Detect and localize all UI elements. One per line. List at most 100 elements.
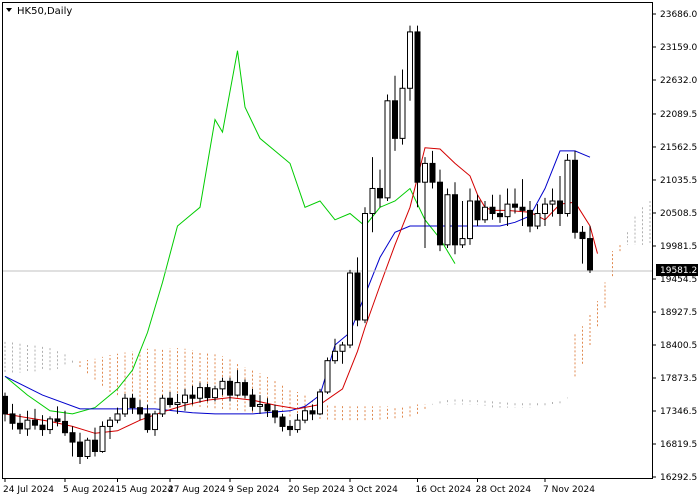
candle-body-bull bbox=[317, 391, 323, 415]
candle bbox=[534, 204, 541, 230]
candle-body-bull bbox=[467, 200, 473, 240]
candle-body-bull bbox=[407, 31, 413, 89]
candle bbox=[579, 226, 586, 264]
candle-body-bull bbox=[234, 382, 241, 396]
candle-body-bull bbox=[444, 194, 451, 246]
candle-body-bear bbox=[414, 31, 421, 183]
candle bbox=[452, 182, 458, 255]
candle-body-bear bbox=[17, 422, 23, 430]
candle bbox=[17, 413, 23, 434]
candle-body-bear bbox=[572, 159, 578, 233]
candle bbox=[399, 69, 406, 145]
candle-body-bear bbox=[497, 213, 503, 218]
candle bbox=[129, 393, 136, 414]
candle-body-bull bbox=[152, 413, 158, 431]
candle-body-bear bbox=[9, 413, 16, 424]
candle bbox=[122, 393, 128, 418]
candle-body-bear bbox=[92, 439, 98, 452]
candle bbox=[512, 188, 518, 214]
candle-body-bull bbox=[384, 100, 391, 199]
candle-body-bear bbox=[54, 418, 61, 422]
dropdown-triangle-icon[interactable] bbox=[6, 8, 12, 12]
candle bbox=[377, 169, 383, 208]
x-tick-label: 5 Aug 2024 bbox=[63, 485, 115, 495]
candle-body-bear bbox=[32, 419, 38, 426]
y-tick-label: 19454.5 bbox=[660, 275, 697, 285]
candle bbox=[444, 188, 451, 248]
candle-body-bull bbox=[362, 213, 368, 321]
candle bbox=[272, 404, 278, 424]
y-tick-label: 18927.5 bbox=[660, 308, 697, 318]
candle-body-bull bbox=[219, 380, 226, 390]
candle bbox=[279, 413, 286, 432]
candle-body-bull bbox=[114, 413, 121, 421]
candle-body-bear bbox=[519, 206, 526, 211]
candle bbox=[99, 421, 106, 453]
candle-body-bear bbox=[204, 387, 211, 399]
candle bbox=[54, 406, 61, 427]
y-tick-label: 23686.0 bbox=[660, 10, 697, 20]
candle bbox=[354, 257, 361, 327]
candle-body-bear bbox=[452, 194, 458, 246]
candle bbox=[422, 157, 428, 248]
candle bbox=[189, 385, 196, 405]
current-price-label: 19581.2 bbox=[660, 266, 697, 276]
candle-body-bear bbox=[167, 397, 173, 406]
candle bbox=[174, 393, 181, 414]
candle-body-bear bbox=[377, 187, 383, 199]
candle-body-bear bbox=[587, 238, 593, 271]
y-tick-label: 16292.5 bbox=[660, 473, 697, 483]
y-tick-label: 21562.5 bbox=[660, 143, 697, 153]
candle bbox=[227, 377, 233, 402]
candle-body-bear bbox=[77, 441, 83, 457]
candle-body-bear bbox=[129, 397, 136, 409]
candle-body-bear bbox=[579, 231, 586, 240]
candle-body-bull bbox=[24, 419, 31, 430]
x-tick-label: 15 Aug 2024 bbox=[116, 485, 174, 495]
candle bbox=[437, 169, 443, 252]
candles bbox=[2, 25, 593, 465]
candle bbox=[249, 388, 256, 411]
candle bbox=[197, 382, 203, 403]
candle bbox=[92, 427, 98, 457]
candle bbox=[144, 404, 151, 433]
candle-body-bear bbox=[39, 424, 46, 431]
candle bbox=[362, 207, 368, 324]
candle-body-bear bbox=[279, 416, 286, 427]
candle-body-bear bbox=[354, 272, 361, 321]
candle bbox=[347, 269, 353, 349]
candle bbox=[39, 415, 46, 436]
candle-body-bull bbox=[107, 419, 113, 427]
candle bbox=[384, 94, 391, 201]
candle-body-bull bbox=[47, 418, 53, 431]
candle bbox=[9, 403, 16, 430]
y-tick-label: 22089.5 bbox=[660, 110, 697, 120]
y-tick-label: 22632.0 bbox=[660, 76, 697, 86]
candle bbox=[204, 383, 211, 402]
candle-body-bull bbox=[347, 272, 353, 346]
candle bbox=[219, 377, 226, 396]
candle-body-bear bbox=[429, 162, 436, 183]
candle bbox=[519, 179, 526, 227]
candle bbox=[542, 197, 548, 227]
candle-body-bear bbox=[287, 425, 293, 431]
candle bbox=[114, 407, 121, 424]
chart-title: HK50,Daily bbox=[17, 6, 72, 17]
candle-body-bear bbox=[62, 420, 68, 434]
candle bbox=[332, 338, 338, 364]
candle-body-bull bbox=[294, 419, 301, 431]
candle-body-bear bbox=[527, 209, 533, 227]
candle bbox=[287, 420, 293, 436]
x-tick-label: 16 Oct 2024 bbox=[416, 485, 472, 495]
candle-body-bull bbox=[459, 238, 466, 246]
y-tick-label: 17346.5 bbox=[660, 407, 697, 417]
candle-body-bull bbox=[84, 439, 91, 457]
indicator-lines bbox=[4, 50, 598, 434]
candle-body-bear bbox=[512, 203, 518, 208]
candle-body-bull bbox=[197, 387, 203, 399]
candle bbox=[527, 200, 533, 233]
candle bbox=[24, 410, 31, 436]
candle bbox=[69, 426, 76, 457]
tenkan-sen-line bbox=[4, 147, 598, 434]
candle bbox=[2, 392, 8, 422]
